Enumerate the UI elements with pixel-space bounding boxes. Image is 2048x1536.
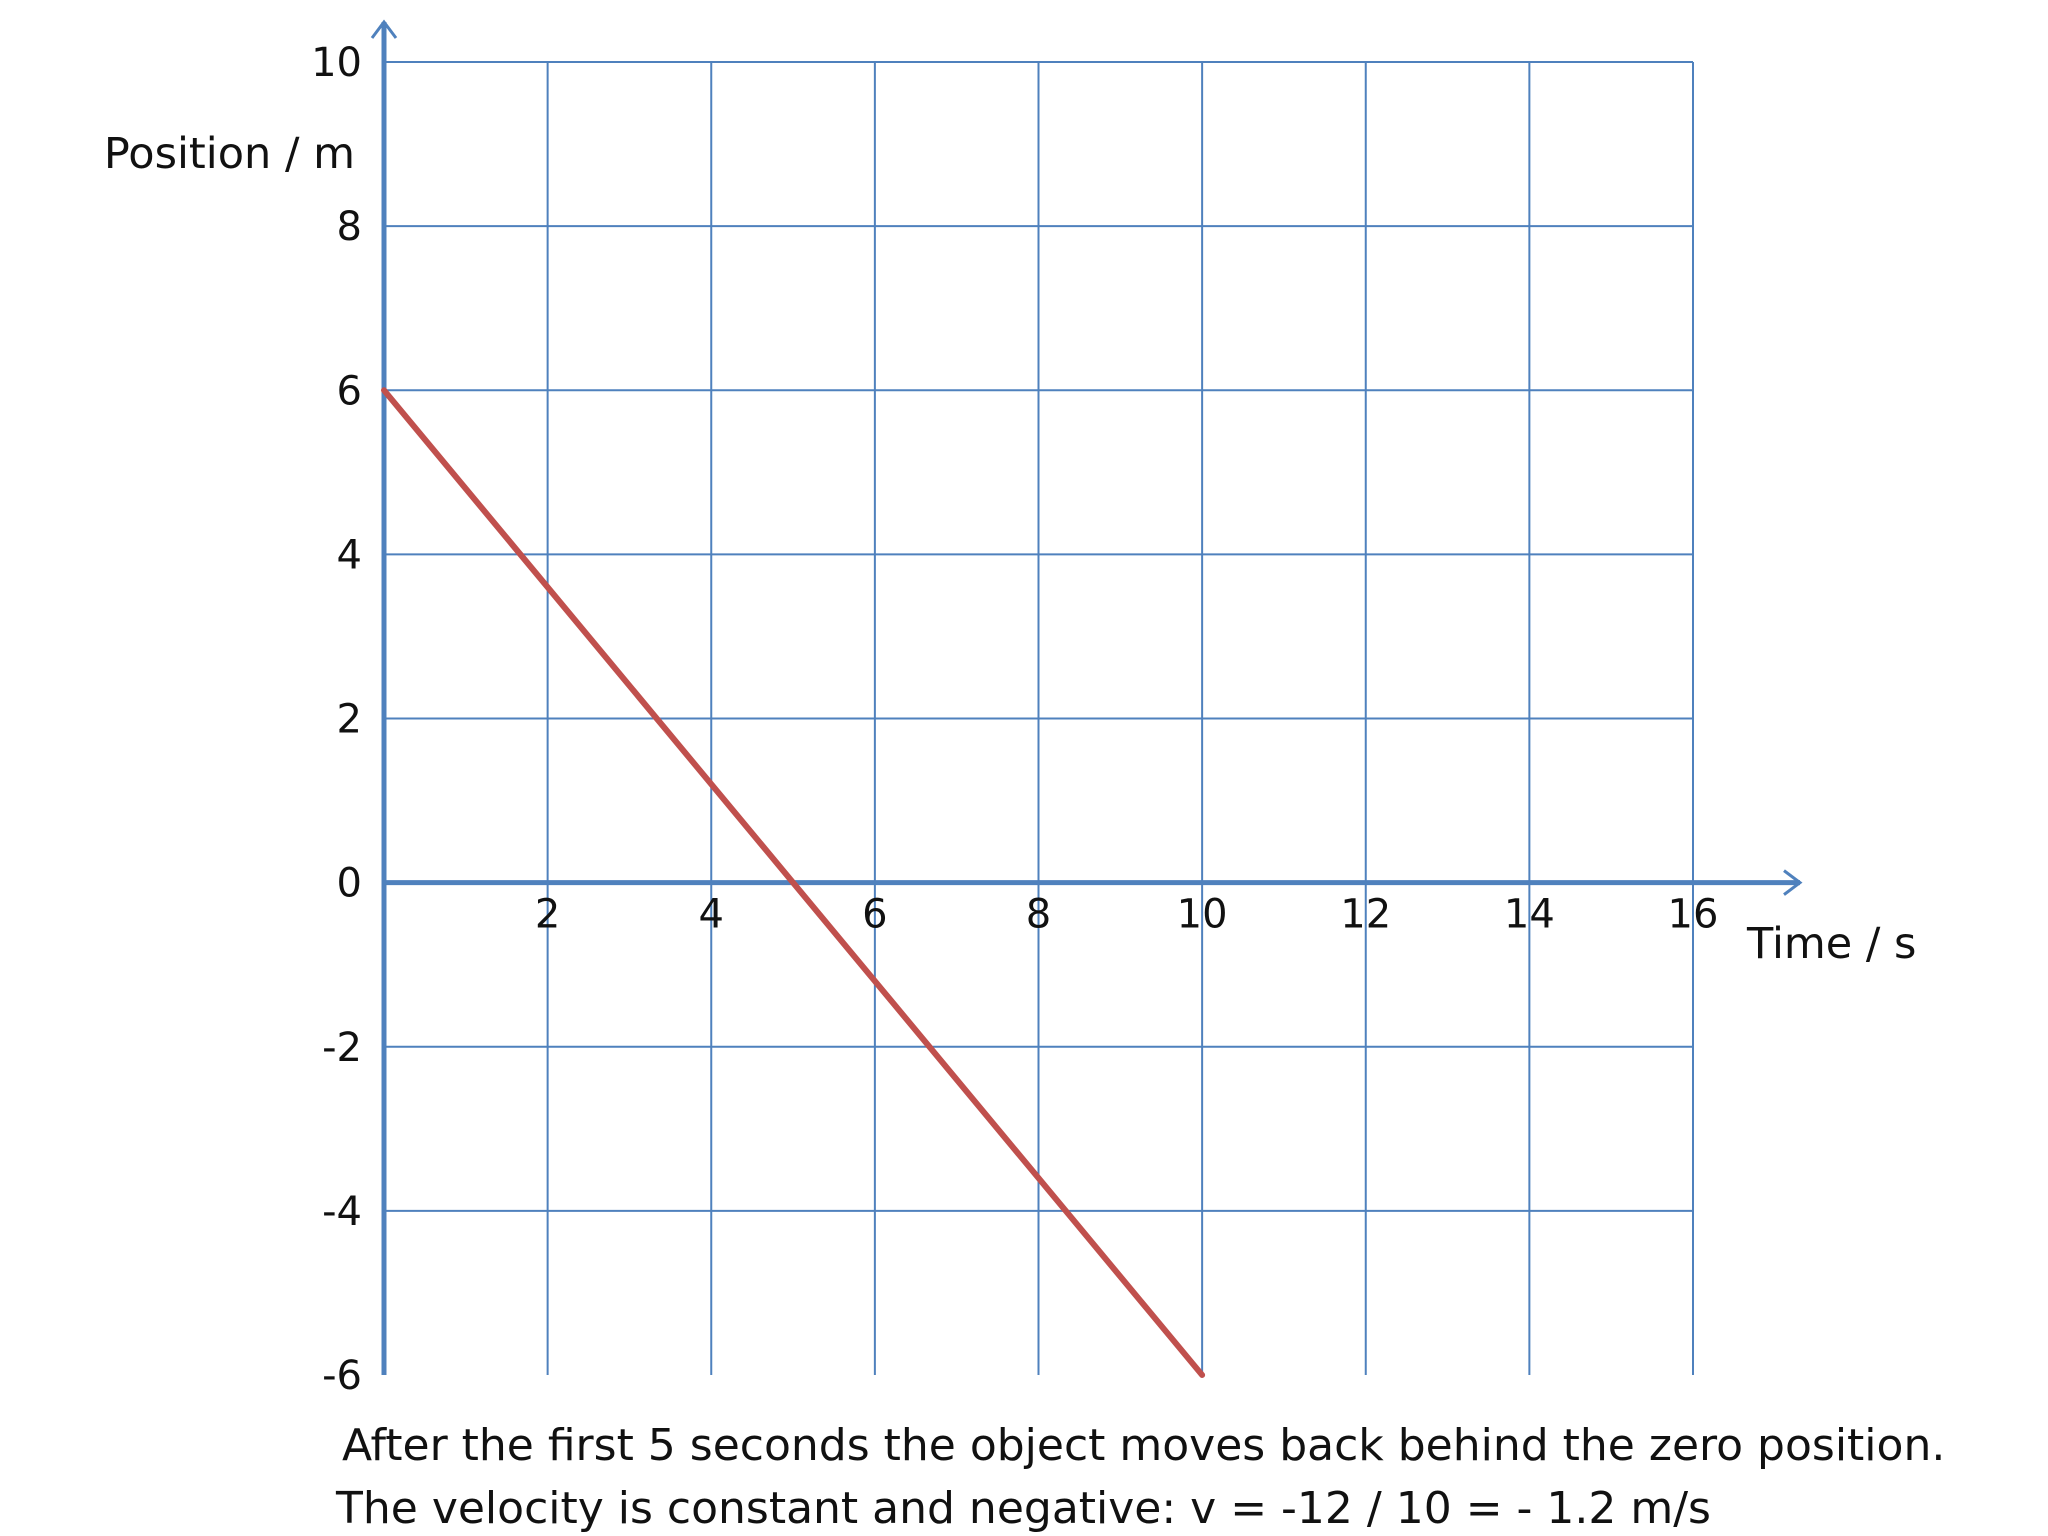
x-axis-arrow-icon	[1783, 869, 1803, 896]
y-tick-label--4: -4	[322, 1189, 362, 1235]
x-tick-label-8: 8	[1026, 892, 1051, 938]
y-tick-label-8: 8	[337, 204, 362, 250]
axes-layer	[370, 19, 1803, 1375]
caption-line-1: After the first 5 seconds the object mov…	[342, 1420, 1946, 1471]
y-tick-label-10: 10	[311, 40, 362, 86]
y-tick-label-2: 2	[337, 697, 362, 743]
series-layer	[381, 387, 1206, 1378]
x-tick-label-12: 12	[1340, 892, 1391, 938]
y-tick-label-0: 0	[337, 861, 362, 907]
x-tick-label-14: 14	[1504, 892, 1555, 938]
x-tick-label-10: 10	[1177, 892, 1228, 938]
y-tick-label--6: -6	[322, 1353, 362, 1399]
y-tick-label--2: -2	[322, 1025, 362, 1071]
labels-layer: 10 8 6 4 2 0 -2 -4 -6 2 4 6 8 10 12 14 16	[311, 40, 1718, 1399]
caption-line-2: The velocity is constant and negative: v…	[336, 1483, 1711, 1534]
series-line-0	[381, 387, 1206, 1378]
y-tick-label-4: 4	[337, 532, 362, 578]
y-tick-label-6: 6	[337, 368, 362, 414]
x-tick-label-16: 16	[1668, 892, 1719, 938]
y-axis-arrow-icon	[370, 19, 398, 39]
x-tick-label-2: 2	[535, 892, 560, 938]
x-tick-label-4: 4	[699, 892, 724, 938]
y-axis-title: Position / m	[104, 129, 355, 179]
x-axis-title: Time / s	[1746, 919, 1916, 969]
grid-layer	[384, 61, 1694, 1375]
x-tick-label-6: 6	[862, 892, 887, 938]
